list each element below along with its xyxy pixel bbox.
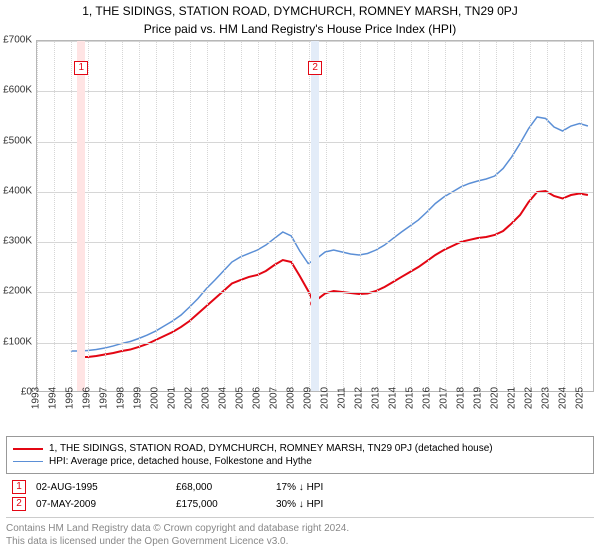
y-tick-label: £200K (3, 286, 32, 297)
x-tick-label: 2021 (507, 387, 518, 409)
x-tick-label: 2019 (473, 387, 484, 409)
legend-row-hpi: HPI: Average price, detached house, Folk… (13, 456, 587, 467)
x-tick-label: 2004 (218, 387, 229, 409)
x-tick-label: 2025 (575, 387, 586, 409)
transaction-band (77, 41, 85, 391)
transaction-marker: 1 (74, 61, 88, 75)
legend-label-hpi: HPI: Average price, detached house, Folk… (49, 456, 312, 467)
y-tick-label: £300K (3, 236, 32, 247)
credits-line2: This data is licensed under the Open Gov… (6, 535, 594, 548)
chart-address-title: 1, THE SIDINGS, STATION ROAD, DYMCHURCH,… (0, 0, 600, 18)
series-line-hpi (71, 117, 588, 351)
transaction-row: 1 02-AUG-1995£68,00017% ↓ HPI (12, 480, 594, 494)
x-tick-label: 1999 (133, 387, 144, 409)
x-tick-label: 2010 (320, 387, 331, 409)
x-tick-label: 1996 (82, 387, 93, 409)
x-tick-label: 1998 (116, 387, 127, 409)
x-tick-label: 2016 (422, 387, 433, 409)
x-tick-label: 2001 (167, 387, 178, 409)
legend-swatch-price-paid (13, 448, 43, 450)
transaction-price: £68,000 (176, 482, 276, 493)
transaction-date: 07-MAY-2009 (36, 499, 176, 510)
credits-line1: Contains HM Land Registry data © Crown c… (6, 522, 594, 535)
x-tick-label: 2009 (303, 387, 314, 409)
transactions-list: 1 02-AUG-1995£68,00017% ↓ HPI 2 07-MAY-2009… (6, 480, 594, 511)
x-tick-label: 2012 (354, 387, 365, 409)
x-tick-label: 2022 (524, 387, 535, 409)
legend-swatch-hpi (13, 461, 43, 462)
x-tick-label: 1993 (31, 387, 42, 409)
y-tick-label: £100K (3, 336, 32, 347)
y-tick-label: £400K (3, 185, 32, 196)
y-tick-label: £500K (3, 135, 32, 146)
y-tick-label: £600K (3, 85, 32, 96)
x-tick-label: 1997 (99, 387, 110, 409)
x-tick-label: 2011 (337, 387, 348, 409)
legend-and-footer: 1, THE SIDINGS, STATION ROAD, DYMCHURCH,… (6, 436, 594, 548)
x-tick-label: 2023 (541, 387, 552, 409)
x-tick-label: 2005 (235, 387, 246, 409)
y-tick-label: £700K (3, 35, 32, 46)
x-tick-label: 2006 (252, 387, 263, 409)
x-tick-label: 2017 (439, 387, 450, 409)
x-tick-label: 2000 (150, 387, 161, 409)
transaction-row: 2 07-MAY-2009£175,00030% ↓ HPI (12, 497, 594, 511)
transaction-price: £175,000 (176, 499, 276, 510)
legend-row-price-paid: 1, THE SIDINGS, STATION ROAD, DYMCHURCH,… (13, 443, 587, 454)
x-tick-label: 2018 (456, 387, 467, 409)
x-tick-label: 1995 (65, 387, 76, 409)
x-tick-label: 2002 (184, 387, 195, 409)
x-axis-labels: 1993199419951996199719981999200020012002… (36, 394, 594, 432)
transaction-marker: 2 (308, 61, 322, 75)
transaction-hpi-diff: 17% ↓ HPI (276, 482, 376, 493)
x-tick-label: 2008 (286, 387, 297, 409)
chart-container: 1, THE SIDINGS, STATION ROAD, DYMCHURCH,… (0, 0, 600, 560)
legend-label-price-paid: 1, THE SIDINGS, STATION ROAD, DYMCHURCH,… (49, 443, 493, 454)
x-tick-label: 1994 (48, 387, 59, 409)
transaction-index-box: 2 (12, 497, 26, 511)
x-tick-label: 2015 (405, 387, 416, 409)
chart-subtitle: Price paid vs. HM Land Registry's House … (0, 18, 600, 40)
x-tick-label: 2013 (371, 387, 382, 409)
x-tick-label: 2003 (201, 387, 212, 409)
transaction-date: 02-AUG-1995 (36, 482, 176, 493)
plot-area: 12 (36, 40, 594, 392)
legend-box: 1, THE SIDINGS, STATION ROAD, DYMCHURCH,… (6, 436, 594, 474)
credits: Contains HM Land Registry data © Crown c… (6, 517, 594, 548)
x-tick-label: 2024 (558, 387, 569, 409)
x-tick-label: 2020 (490, 387, 501, 409)
x-tick-label: 2014 (388, 387, 399, 409)
x-tick-label: 2007 (269, 387, 280, 409)
transaction-index-box: 1 (12, 480, 26, 494)
transaction-band (311, 41, 319, 391)
transaction-hpi-diff: 30% ↓ HPI (276, 499, 376, 510)
y-axis-labels: £0£100K£200K£300K£400K£500K£600K£700K (0, 40, 36, 392)
